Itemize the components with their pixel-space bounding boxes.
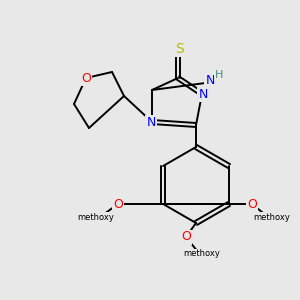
Text: methoxy: methoxy: [78, 212, 114, 221]
Text: methoxy: methoxy: [184, 250, 220, 259]
Text: O: O: [113, 197, 123, 211]
Text: N: N: [146, 116, 156, 128]
Text: N: N: [205, 74, 215, 86]
Text: methoxy: methoxy: [254, 212, 290, 221]
Text: N: N: [198, 88, 208, 100]
Text: S: S: [176, 42, 184, 56]
Text: H: H: [215, 70, 223, 80]
Text: O: O: [247, 197, 257, 211]
Text: O: O: [81, 71, 91, 85]
Text: O: O: [181, 230, 191, 244]
